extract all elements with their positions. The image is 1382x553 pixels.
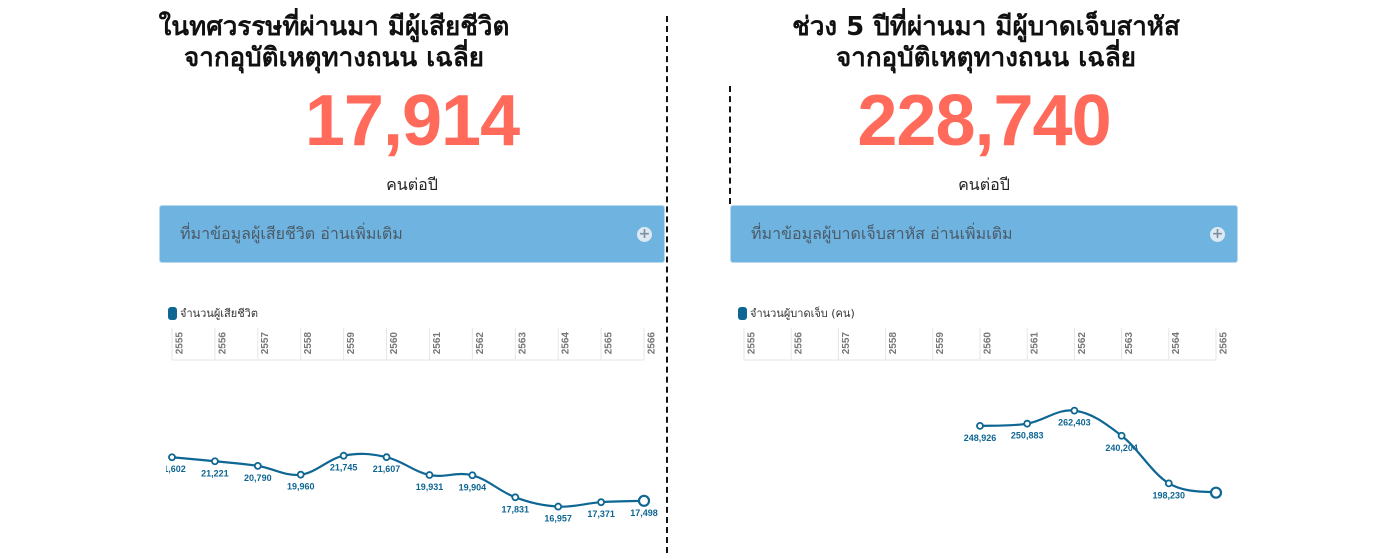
injuries-data-point[interactable] xyxy=(1070,406,1079,415)
deaths-data-label: 21,602 xyxy=(166,464,186,474)
injuries-chart-legend: จำนวนผู้บาดเจ็บ (คน) xyxy=(738,304,855,322)
deaths-headline-line1: ในทศวรรษที่ผ่านมา มีผู้เสียชีวิต xyxy=(158,12,510,42)
injuries-source-accordion-label: ที่มาข้อมูลผู้บาดเจ็บสาหัส อ่านเพิ่มเติม xyxy=(751,223,1013,243)
injuries-unit-label: คนต่อปี xyxy=(958,175,1010,194)
deaths-x-tick-label: 2558 xyxy=(303,332,314,355)
deaths-data-label: 21,221 xyxy=(201,468,229,478)
deaths-x-tick-label: 2565 xyxy=(603,332,614,355)
deaths-data-point[interactable] xyxy=(425,471,434,479)
deaths-data-point[interactable] xyxy=(382,453,391,462)
injuries-data-label: 248,926 xyxy=(964,433,997,443)
deaths-panel: ในทศวรรษที่ผ่านมา มีผู้เสียชีวิต จากอุบั… xyxy=(0,0,667,553)
injuries-x-tick-label: 2556 xyxy=(794,332,805,355)
injuries-data-label: 262,403 xyxy=(1058,418,1091,428)
injuries-data-point[interactable] xyxy=(976,421,984,430)
deaths-series-line xyxy=(171,452,645,508)
injuries-x-tick-label: 2560 xyxy=(982,332,993,355)
injuries-x-tick-label: 2557 xyxy=(841,332,852,355)
plus-circle-icon[interactable]: + xyxy=(1210,225,1225,242)
injuries-x-tick-label: 2565 xyxy=(1218,332,1229,355)
legend-swatch-icon xyxy=(738,306,747,320)
injuries-data-label: 250,883 xyxy=(1011,431,1044,441)
deaths-x-tick-label: 2566 xyxy=(646,332,657,355)
deaths-x-tick-label: 2564 xyxy=(561,332,572,355)
deaths-x-tick-label: 2560 xyxy=(389,332,400,355)
injuries-line-chart: 2555 2556 2557 2558 2559 2560 2561 2562 2563 2564… xyxy=(743,328,1229,500)
deaths-data-point[interactable] xyxy=(168,453,176,462)
deaths-data-label: 21,607 xyxy=(373,464,401,474)
deaths-data-label: 20,790 xyxy=(244,473,272,483)
injuries-headline-line1: ช่วง 5 ปีที่ผ่านมา มีผู้บาดเจ็บสาหัส xyxy=(792,12,1180,42)
injuries-x-tick-label: 2559 xyxy=(935,332,946,355)
deaths-x-tick-label: 2559 xyxy=(346,332,357,355)
injuries-series-line xyxy=(979,409,1217,494)
deaths-data-point[interactable] xyxy=(211,457,219,466)
injuries-headline: ช่วง 5 ปีที่ผ่านมา มีผู้บาดเจ็บสาหัส จาก… xyxy=(730,12,1242,74)
deaths-data-label: 21,745 xyxy=(330,463,358,473)
injuries-headline-line2: จากอุบัติเหตุทางถนน เฉลี่ย xyxy=(835,43,1137,73)
deaths-data-label: 17,371 xyxy=(587,509,615,519)
injuries-panel: ช่วง 5 ปีที่ผ่านมา มีผู้บาดเจ็บสาหัส จาก… xyxy=(668,0,1382,553)
deaths-data-point[interactable] xyxy=(597,498,605,507)
plus-circle-icon[interactable]: + xyxy=(637,225,652,242)
deaths-chart-legend: จำนวนผู้เสียชีวิต xyxy=(168,304,258,322)
panel-divider-short xyxy=(729,86,731,204)
injuries-x-tick-label: 2564 xyxy=(1171,332,1182,355)
injuries-x-tick-label: 2558 xyxy=(888,332,899,355)
deaths-data-point[interactable] xyxy=(637,494,651,507)
deaths-headline-line2: จากอุบัติเหตุทางถนน เฉลี่ย xyxy=(183,43,485,73)
deaths-x-tick-label: 2555 xyxy=(174,332,185,355)
legend-swatch-icon xyxy=(168,306,177,320)
deaths-line-chart: 2555 2556 2557 2558 2559 2560 2561 2562 2563 2564… xyxy=(166,328,658,524)
injuries-x-tick-label: 2562 xyxy=(1077,332,1088,355)
injuries-data-label: 240,204 xyxy=(1105,443,1138,453)
deaths-data-point[interactable] xyxy=(511,493,520,502)
injuries-x-tick-label: 2561 xyxy=(1030,332,1041,355)
injuries-data-point[interactable] xyxy=(1117,431,1126,440)
injuries-average-number: 228,740 xyxy=(857,81,1111,161)
injuries-x-tick-label: 2555 xyxy=(746,332,757,355)
deaths-x-tick-label: 2557 xyxy=(260,332,271,355)
deaths-data-point[interactable] xyxy=(339,451,348,460)
deaths-data-point[interactable] xyxy=(253,461,262,470)
deaths-data-point[interactable] xyxy=(296,470,305,479)
deaths-data-label: 17,831 xyxy=(502,504,530,514)
injuries-legend-label: จำนวนผู้บาดเจ็บ (คน) xyxy=(750,307,855,320)
deaths-data-label: 19,931 xyxy=(416,482,444,492)
injuries-data-point[interactable] xyxy=(1209,486,1223,499)
deaths-x-tick-label: 2556 xyxy=(217,332,228,355)
panel-divider xyxy=(666,16,668,553)
injuries-data-label: 198,230 xyxy=(1153,490,1186,500)
deaths-headline: ในทศวรรษที่ผ่านมา มีผู้เสียชีวิต จากอุบั… xyxy=(78,12,590,74)
injuries-data-point[interactable] xyxy=(1164,479,1173,488)
injuries-data-point[interactable] xyxy=(1023,419,1032,428)
deaths-data-label: 17,498 xyxy=(630,508,658,518)
deaths-average-number: 17,914 xyxy=(304,81,520,161)
deaths-x-tick-label: 2563 xyxy=(518,332,529,355)
deaths-data-label: 19,960 xyxy=(287,482,315,492)
deaths-x-tick-label: 2562 xyxy=(475,332,486,355)
deaths-data-point[interactable] xyxy=(554,502,563,511)
deaths-data-label: 19,904 xyxy=(459,482,487,492)
deaths-source-accordion-label: ที่มาข้อมูลผู้เสียชีวิต อ่านเพิ่มเติม xyxy=(180,223,403,243)
deaths-unit-label: คนต่อปี xyxy=(386,175,438,194)
deaths-source-accordion[interactable]: ที่มาข้อมูลผู้เสียชีวิต อ่านเพิ่มเติม + xyxy=(159,205,665,263)
deaths-data-point[interactable] xyxy=(468,471,477,480)
injuries-x-tick-label: 2563 xyxy=(1124,332,1135,355)
injuries-source-accordion[interactable]: ที่มาข้อมูลผู้บาดเจ็บสาหัส อ่านเพิ่มเติม… xyxy=(730,205,1238,263)
deaths-data-label: 16,957 xyxy=(544,514,572,524)
deaths-legend-label: จำนวนผู้เสียชีวิต xyxy=(180,307,258,320)
deaths-x-tick-label: 2561 xyxy=(432,332,443,355)
